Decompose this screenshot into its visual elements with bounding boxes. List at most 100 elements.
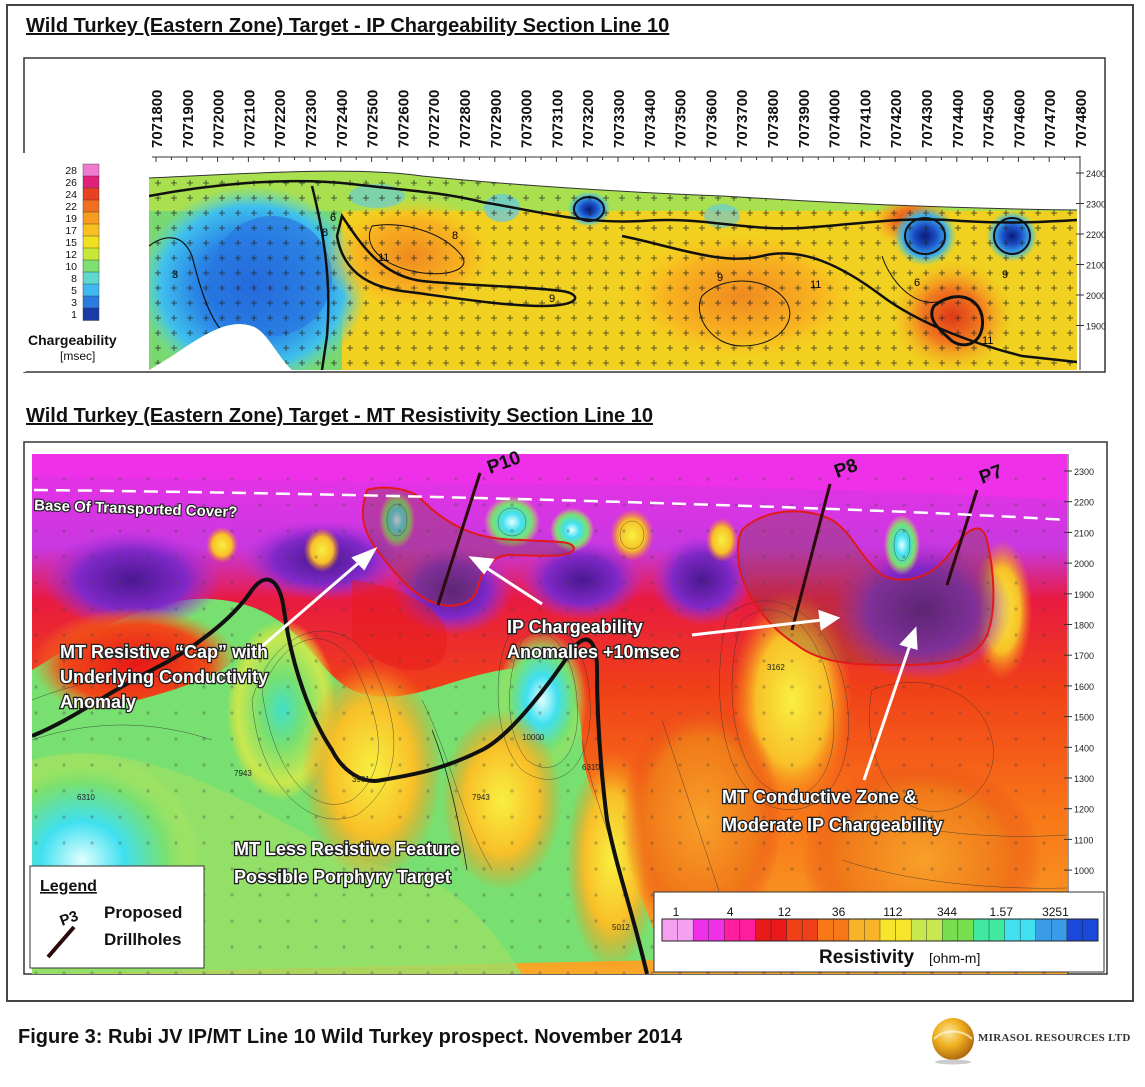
legend-text-1: Proposed xyxy=(104,903,182,922)
drillhole-p8-trace xyxy=(790,483,832,631)
mt-contour-label: 7943 xyxy=(234,769,252,778)
drillhole-p10-trace xyxy=(436,472,482,606)
ip-colorbar-tick: 12 xyxy=(65,249,77,261)
figure-caption: Figure 3: Rubi JV IP/MT Line 10 Wild Tur… xyxy=(18,1026,683,1048)
mt-contour-label: 5012 xyxy=(612,923,630,932)
mt-contour-label: 3981 xyxy=(352,775,370,784)
resistivity-tick: 344 xyxy=(937,905,957,919)
resistivity-tick: 1.57 xyxy=(990,905,1014,919)
resistivity-tick: 12 xyxy=(778,905,792,919)
resistivity-tick: 36 xyxy=(832,905,846,919)
easting-label: 7072600 xyxy=(395,90,412,148)
easting-label: 7072000 xyxy=(211,90,228,148)
mt-elevation-label: 1200 xyxy=(1074,805,1094,815)
ip-colorbar-tick: 26 xyxy=(65,177,77,189)
easting-label: 7071900 xyxy=(180,90,197,148)
ip-elevation-label: 2400 xyxy=(1086,169,1106,179)
resistivity-tick: 4 xyxy=(727,905,734,919)
ip-elevation-label: 2100 xyxy=(1086,261,1106,271)
mt-elevation-labels: 2300 2200 2100 2000 1900 1800 1700 1600 1500 1400… xyxy=(1064,467,1094,876)
ip-contour-label: 8 xyxy=(322,227,328,239)
easting-label: 7073700 xyxy=(734,90,751,148)
resistivity-tick: 1 xyxy=(673,905,680,919)
easting-label: 7072500 xyxy=(365,90,382,148)
easting-label: 7072900 xyxy=(488,90,505,148)
easting-label: 7073000 xyxy=(519,90,536,148)
mt-elevation-label: 1400 xyxy=(1074,743,1094,753)
easting-label: 7073300 xyxy=(611,90,628,148)
annotation-resistive-cap-3: Anomaly xyxy=(60,692,136,712)
annotation-ip-anomalies-2: Anomalies +10msec xyxy=(507,642,680,662)
mt-contour-label: 3162 xyxy=(767,663,785,672)
ip-contour-label: 9 xyxy=(717,272,723,284)
ip-contour-label: 3 xyxy=(172,269,178,281)
ip-colorbar-tick: 19 xyxy=(65,213,77,225)
easting-label: 7074400 xyxy=(950,90,967,148)
mt-elevation-label: 1100 xyxy=(1074,835,1093,845)
legend-symbol-label: P3 xyxy=(58,908,81,930)
mt-elevation-label: 1800 xyxy=(1074,621,1094,631)
resistivity-tick: 112 xyxy=(883,905,902,919)
mt-elevation-label: 1300 xyxy=(1074,774,1094,784)
mt-elevation-label: 1500 xyxy=(1074,713,1094,723)
ip-colorbar-tick: 22 xyxy=(65,201,77,213)
legend-title: Legend xyxy=(40,878,97,895)
ip-contour-label: 11 xyxy=(378,252,389,264)
mt-resistivity-panel: P10 P8 P7 Base Of Transported Cover? MT … xyxy=(23,441,1108,975)
annotation-resistive-cap-1: MT Resistive “Cap” with xyxy=(60,642,268,662)
ip-colorbar-tick: 15 xyxy=(65,237,77,249)
easting-label: 7073200 xyxy=(580,90,597,148)
ip-contour-label: 6 xyxy=(330,212,336,224)
mt-contour-label: 6310 xyxy=(582,763,600,772)
ip-colorbar-tick: 10 xyxy=(65,261,77,273)
ip-elevation-label: 2000 xyxy=(1086,291,1106,301)
ip-elevation-label: 2300 xyxy=(1086,200,1106,210)
ip-colorbar-label: Chargeability xyxy=(28,332,117,348)
ip-contour-label: 9 xyxy=(549,293,555,305)
annotation-less-resistive-1: MT Less Resistive Feature xyxy=(234,839,460,859)
ip-elevation-labels: 2400 2300 2200 2100 2000 1900 xyxy=(1076,169,1106,332)
legend-text-2: Drillholes xyxy=(104,930,181,949)
resistivity-tick: 3251 xyxy=(1042,905,1069,919)
easting-label: 7071800 xyxy=(149,90,166,148)
ip-top-ticks xyxy=(155,157,1081,162)
ip-colorbar-tick: 1 xyxy=(71,309,77,321)
drillhole-p7-trace xyxy=(945,489,979,586)
mt-elevation-label: 2200 xyxy=(1074,498,1094,508)
mt-elevation-label: 1000 xyxy=(1074,866,1094,876)
easting-label: 7074000 xyxy=(827,90,844,148)
easting-label: 7072300 xyxy=(303,90,320,148)
annotation-less-resistive-2: Possible Porphyry Target xyxy=(234,867,451,887)
easting-label: 7072200 xyxy=(272,90,289,148)
annotation-ip-anomalies-1: IP Chargeability xyxy=(507,617,643,637)
mt-elevation-label: 1700 xyxy=(1074,651,1094,661)
mt-section-title: Wild Turkey (Eastern Zone) Target - MT R… xyxy=(26,405,653,427)
easting-label: 7072700 xyxy=(426,90,443,148)
mt-elevation-label: 2300 xyxy=(1074,467,1094,477)
resistivity-colorbar xyxy=(661,918,1099,942)
easting-label: 7073100 xyxy=(549,90,566,148)
ip-contour-label: 11 xyxy=(982,335,993,347)
ip-elevation-label: 1900 xyxy=(1086,322,1106,332)
mt-contour-label: 6310 xyxy=(77,793,95,802)
mt-elevation-label: 1600 xyxy=(1074,682,1094,692)
ip-contour-label: 8 xyxy=(452,230,458,242)
ip-elevation-label: 2200 xyxy=(1086,230,1106,240)
easting-label: 7072100 xyxy=(241,90,258,148)
easting-label: 7074700 xyxy=(1042,90,1059,148)
ip-colorbar-tick: 3 xyxy=(71,297,77,309)
easting-label: 7074100 xyxy=(857,90,874,148)
mt-elevation-label: 2100 xyxy=(1074,528,1094,538)
resistivity-unit: [ohm-m] xyxy=(929,950,980,966)
easting-label: 7073400 xyxy=(642,90,659,148)
easting-label: 7073600 xyxy=(703,90,720,148)
ip-colorbar-tick: 17 xyxy=(65,225,77,237)
annotation-conductive-zone-2: Moderate IP Chargeability xyxy=(722,815,943,835)
ip-section-title: Wild Turkey (Eastern Zone) Target - IP C… xyxy=(26,15,670,37)
ip-colorbar-unit: [msec] xyxy=(60,349,95,363)
ip-colorbar-tick: 8 xyxy=(71,273,77,285)
mt-elevation-label: 2000 xyxy=(1074,559,1094,569)
easting-label: 7073800 xyxy=(765,90,782,148)
easting-label: 7074300 xyxy=(919,90,936,148)
